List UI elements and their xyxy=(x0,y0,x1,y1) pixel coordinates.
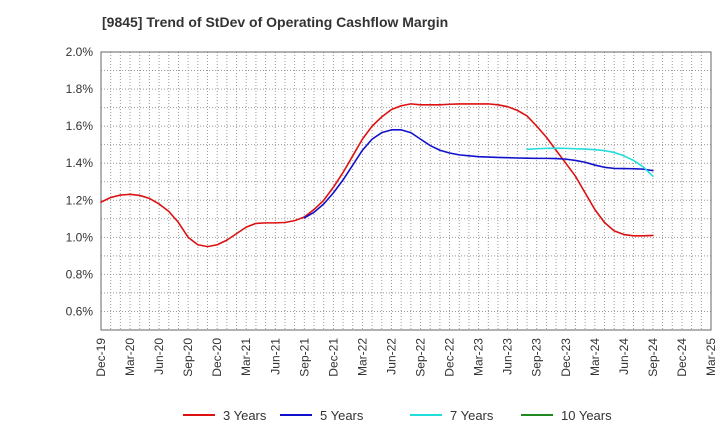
y-tick-label: 0.8% xyxy=(66,267,94,281)
legend-label: 5 Years xyxy=(320,408,364,423)
series-line-7-years xyxy=(526,147,654,177)
y-tick-label: 1.4% xyxy=(66,156,94,170)
x-tick-label: Dec-23 xyxy=(559,338,573,377)
x-tick-label: Dec-22 xyxy=(443,338,457,377)
x-tick-label: Sep-22 xyxy=(414,338,428,377)
y-tick-label: 1.2% xyxy=(66,193,94,207)
y-tick-label: 1.0% xyxy=(66,230,94,244)
y-tick-label: 2.0% xyxy=(66,45,94,59)
x-tick-label: Mar-20 xyxy=(123,338,137,376)
x-tick-label: Mar-22 xyxy=(355,338,369,376)
x-tick-label: Dec-21 xyxy=(326,338,340,377)
series-line-3-years xyxy=(100,103,654,248)
x-tick-label: Jun-22 xyxy=(384,338,398,375)
axis-layer: 0.6% 0.8% 1.0% 1.2% 1.4% 1.6% 1.8% 2.0% Dec-19 Ma… xyxy=(66,45,718,377)
x-tick-label: Dec-20 xyxy=(210,338,224,377)
x-tick-label: Dec-24 xyxy=(675,338,689,377)
plot-frame xyxy=(100,51,712,331)
x-tick-label: Jun-23 xyxy=(501,338,515,375)
grid-layer xyxy=(100,51,712,331)
x-tick-label: Sep-24 xyxy=(646,338,660,377)
x-tick-label: Jun-21 xyxy=(268,338,282,375)
chart-title: [9845] Trend of StDev of Operating Cashf… xyxy=(102,14,449,30)
x-tick-label: Jun-24 xyxy=(617,338,631,375)
x-tick-label: Sep-23 xyxy=(530,338,544,377)
legend-label: 10 Years xyxy=(561,408,612,423)
series-line-5-years xyxy=(303,129,654,219)
x-tick-label: Sep-20 xyxy=(181,338,195,377)
legend-label: 7 Years xyxy=(450,408,494,423)
y-tick-label: 0.6% xyxy=(66,304,94,318)
y-tick-label: 1.8% xyxy=(66,82,94,96)
x-tick-label: Sep-21 xyxy=(297,338,311,377)
x-tick-label: Mar-23 xyxy=(472,338,486,376)
legend-label: 3 Years xyxy=(223,408,267,423)
legend: 3 Years 5 Years 7 Years 10 Years xyxy=(183,408,612,423)
x-tick-label: Mar-21 xyxy=(239,338,253,376)
x-tick-label: Jun-20 xyxy=(152,338,166,375)
x-tick-label: Dec-19 xyxy=(94,338,108,377)
x-tick-label: Mar-25 xyxy=(704,338,718,376)
y-tick-label: 1.6% xyxy=(66,119,94,133)
series-layer xyxy=(100,103,654,248)
x-tick-label: Mar-24 xyxy=(588,338,602,376)
